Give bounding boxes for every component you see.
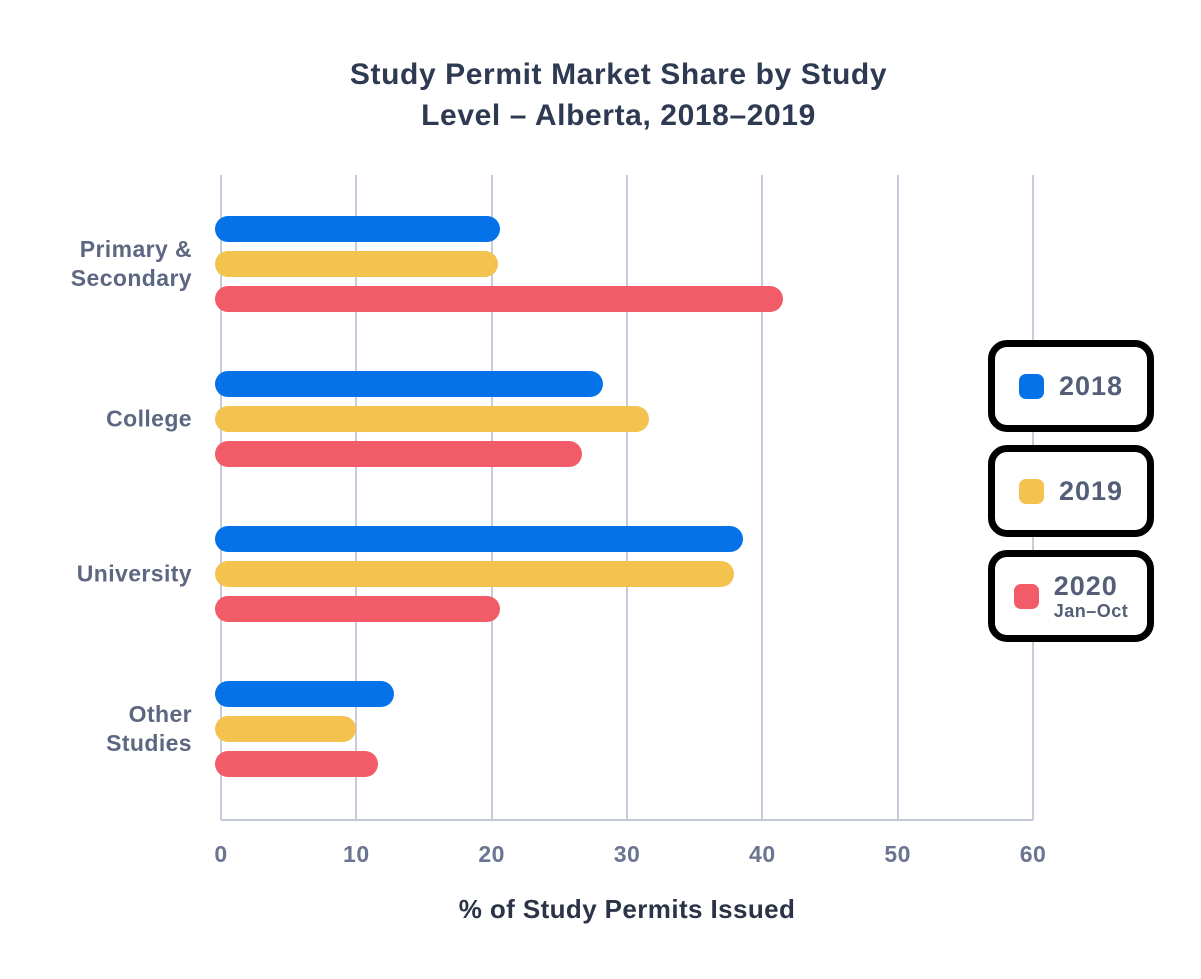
chart-title-line-1: Study Permit Market Share by Study <box>349 58 888 91</box>
legend-swatch-2019 <box>1018 478 1044 504</box>
legend-swatch-2018 <box>1018 373 1044 399</box>
bar-2019-college <box>215 406 649 432</box>
bar-2020-primary-secondary <box>215 286 783 312</box>
bar-2018-university <box>215 526 744 552</box>
x-axis-baseline <box>221 819 1033 821</box>
category-label-other-studies: Other Studies <box>106 701 192 756</box>
gridline-20 <box>490 175 493 820</box>
x-tick-60: 60 <box>1019 841 1047 867</box>
chart-title-line-2: Level – Alberta, 2018–2019 <box>421 99 816 132</box>
gridline-30 <box>626 175 628 820</box>
legend-item-2018: 2018 <box>988 340 1154 432</box>
legend-label-2019: 2019 <box>1058 476 1124 506</box>
bar-2019-other-studies <box>215 716 357 742</box>
gridline-0 <box>220 175 222 820</box>
gridline-50 <box>896 175 899 820</box>
x-tick-0: 0 <box>214 841 228 867</box>
bar-2018-primary-secondary <box>215 216 500 242</box>
bar-2018-college <box>215 371 603 397</box>
bar-2020-university <box>215 596 500 622</box>
gridline-10 <box>355 175 358 820</box>
category-label-university: University <box>76 560 192 587</box>
legend-text-2018: 2018 <box>1059 371 1123 401</box>
plot-area <box>215 175 1034 821</box>
category-label-primary-secondary: Primary & Secondary <box>70 236 192 291</box>
category-label-college: College <box>106 405 192 432</box>
chart-title: Study Permit Market Share by Study Level… <box>36 54 1201 136</box>
legend-swatch-2020 <box>1013 583 1039 609</box>
x-tick-10: 10 <box>343 841 370 867</box>
legend-text-2019: 2019 <box>1059 476 1123 506</box>
x-tick-40: 40 <box>749 841 776 867</box>
x-tick-20: 20 <box>478 841 505 867</box>
bar-2019-university <box>215 561 734 587</box>
legend-label-2020: 2020 <box>1053 571 1118 601</box>
legend-sublabel-2020: Jan–Oct <box>1053 601 1129 621</box>
bar-2018-other-studies <box>215 681 395 707</box>
bar-2019-primary-secondary <box>215 251 499 277</box>
legend-label-2018: 2018 <box>1058 371 1124 401</box>
legend-item-2019: 2019 <box>988 445 1154 537</box>
legend-text-2020: 2020 Jan–Oct <box>1054 571 1129 621</box>
x-tick-30: 30 <box>613 841 641 867</box>
legend-item-2020: 2020 Jan–Oct <box>988 550 1154 642</box>
x-tick-50: 50 <box>884 841 911 867</box>
legend: 2018 2019 2020 Jan–Oct <box>988 340 1154 642</box>
bar-2020-other-studies <box>215 751 378 777</box>
bar-2020-college <box>215 441 583 467</box>
x-axis-title: % of Study Permits Issued <box>458 894 796 924</box>
gridline-40 <box>761 175 764 820</box>
